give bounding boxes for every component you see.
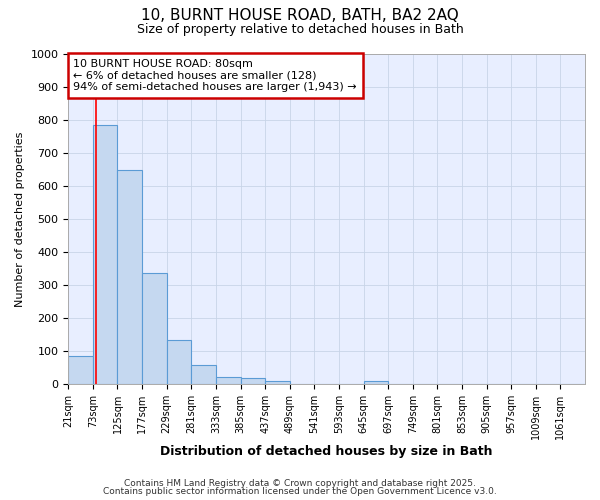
Bar	[364, 380, 388, 384]
Bar	[68, 356, 93, 384]
Text: 10, BURNT HOUSE ROAD, BATH, BA2 2AQ: 10, BURNT HOUSE ROAD, BATH, BA2 2AQ	[141, 8, 459, 22]
Y-axis label: Number of detached properties: Number of detached properties	[15, 132, 25, 306]
Bar	[265, 382, 290, 384]
Bar	[191, 365, 216, 384]
Bar	[142, 274, 167, 384]
Bar	[93, 125, 118, 384]
Bar	[241, 378, 265, 384]
Text: Contains HM Land Registry data © Crown copyright and database right 2025.: Contains HM Land Registry data © Crown c…	[124, 478, 476, 488]
Text: Size of property relative to detached houses in Bath: Size of property relative to detached ho…	[137, 22, 463, 36]
Text: 10 BURNT HOUSE ROAD: 80sqm
← 6% of detached houses are smaller (128)
94% of semi: 10 BURNT HOUSE ROAD: 80sqm ← 6% of detac…	[73, 59, 357, 92]
Bar	[118, 170, 142, 384]
Text: Contains public sector information licensed under the Open Government Licence v3: Contains public sector information licen…	[103, 487, 497, 496]
Bar	[216, 376, 241, 384]
X-axis label: Distribution of detached houses by size in Bath: Distribution of detached houses by size …	[160, 444, 493, 458]
Bar	[167, 340, 191, 384]
